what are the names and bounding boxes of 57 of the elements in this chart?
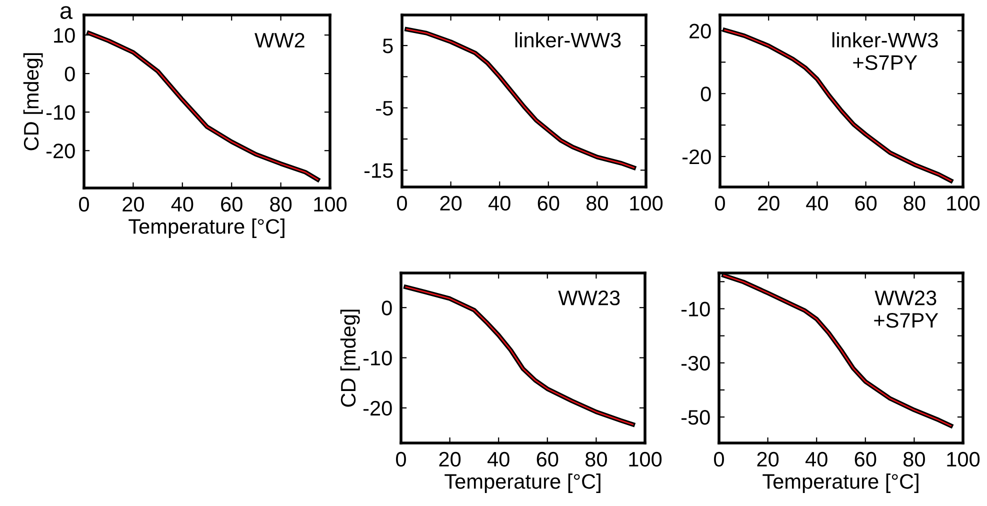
x-tick-label: 40 bbox=[806, 196, 828, 211]
y-tick-label: 10 bbox=[54, 28, 75, 43]
x-tick-label: 0 bbox=[715, 196, 725, 211]
y-tick-label: 5 bbox=[382, 38, 393, 54]
x-tick-label: 0 bbox=[714, 452, 724, 467]
x-tick-label: 80 bbox=[904, 452, 925, 467]
chart-title: a bbox=[60, 6, 73, 20]
annotation: linker-WW3 bbox=[515, 32, 621, 48]
x-tick-label: 20 bbox=[440, 196, 462, 211]
y-tick-label: 0 bbox=[382, 300, 392, 316]
y-tick-label: -30 bbox=[681, 356, 710, 371]
x-tick-label: 100 bbox=[947, 196, 980, 211]
x-tick-label: 80 bbox=[586, 196, 608, 211]
x-axis-title: Temperature [°C] bbox=[762, 474, 918, 493]
y-tick-label: -20 bbox=[46, 144, 75, 158]
x-tick-label: 60 bbox=[855, 196, 877, 211]
y-tick-label: -20 bbox=[682, 150, 711, 164]
x-tick-label: 80 bbox=[586, 452, 607, 467]
x-tick-label: 60 bbox=[221, 196, 242, 212]
y-tick-label: -10 bbox=[46, 105, 75, 120]
annotation: WW2 bbox=[254, 32, 304, 48]
x-axis-title: Temperature [°C] bbox=[128, 218, 284, 238]
x-tick-label: 0 bbox=[396, 452, 406, 467]
y-tick-label: -10 bbox=[363, 350, 392, 366]
x-tick-label: 0 bbox=[79, 196, 89, 212]
x-axis-title: Temperature [°C] bbox=[444, 474, 600, 493]
x-tick-label: 40 bbox=[488, 196, 510, 211]
x-tick-label: 60 bbox=[536, 452, 558, 467]
y-tick-label: -20 bbox=[363, 400, 392, 416]
y-tick-label: -10 bbox=[681, 302, 710, 316]
annotation: WW23 bbox=[558, 290, 620, 306]
y-tick-label: -15 bbox=[364, 163, 393, 178]
y-axis-title: CD [mdeg] bbox=[340, 310, 360, 407]
x-tick-label: 40 bbox=[487, 452, 510, 467]
x-tick-label: 100 bbox=[629, 452, 662, 467]
annotation: WW23 +S7PY bbox=[874, 290, 938, 328]
x-tick-label: 20 bbox=[757, 452, 779, 467]
x-tick-label: 20 bbox=[758, 196, 780, 211]
x-tick-label: 80 bbox=[904, 196, 926, 211]
x-tick-label: 20 bbox=[122, 196, 144, 212]
y-axis-title: CD [mdeg] bbox=[23, 53, 43, 150]
x-tick-label: 100 bbox=[630, 196, 663, 211]
x-tick-label: 80 bbox=[270, 196, 292, 212]
annotation: linker-WW3 +S7PY bbox=[832, 32, 938, 70]
x-tick-label: 40 bbox=[805, 452, 828, 467]
x-tick-label: 60 bbox=[854, 452, 876, 467]
y-tick-label: -5 bbox=[376, 101, 393, 116]
x-tick-label: 100 bbox=[314, 196, 347, 212]
x-tick-label: 40 bbox=[171, 196, 194, 212]
y-tick-label: 0 bbox=[700, 86, 711, 102]
x-tick-label: 100 bbox=[947, 452, 980, 467]
y-tick-label: 0 bbox=[64, 66, 75, 82]
x-tick-label: 20 bbox=[439, 452, 461, 467]
x-tick-label: 60 bbox=[538, 196, 560, 211]
y-tick-label: -50 bbox=[681, 410, 710, 425]
y-tick-label: 20 bbox=[690, 24, 711, 38]
x-tick-label: 0 bbox=[397, 196, 407, 211]
